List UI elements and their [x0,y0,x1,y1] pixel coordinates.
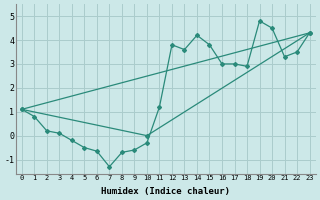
X-axis label: Humidex (Indice chaleur): Humidex (Indice chaleur) [101,187,230,196]
